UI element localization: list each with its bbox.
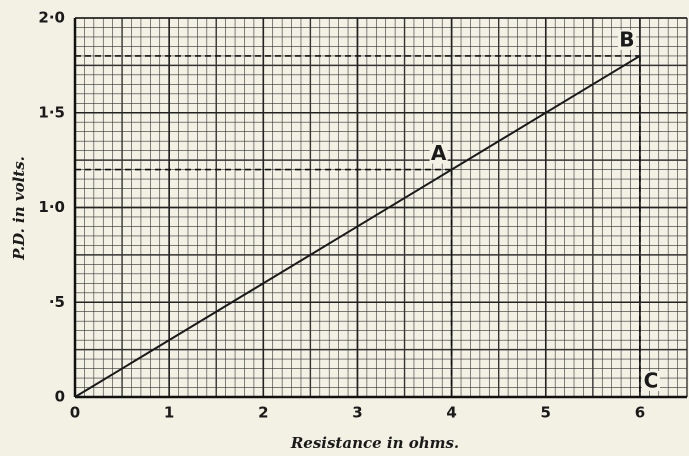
annotation-bg [429, 143, 448, 164]
x-axis-label: Resistance in ohms. [290, 434, 459, 452]
y-tick-label: 2·0 [38, 9, 65, 27]
annotation-label: C [644, 369, 659, 393]
y-tick-label: 1·0 [38, 198, 65, 216]
annotation-label: A [431, 141, 447, 165]
x-tick-label: 3 [352, 404, 362, 422]
y-tick-label: 0 [55, 388, 65, 406]
x-tick-label: 6 [635, 404, 645, 422]
y-tick-label: ·5 [49, 293, 65, 311]
y-tick-label: 1·5 [38, 103, 65, 121]
annotation-bg [617, 29, 636, 50]
x-tick-label: 5 [541, 404, 551, 422]
data-line [74, 55, 641, 398]
x-tick-label: 1 [164, 404, 174, 422]
annotation-label: B [619, 27, 634, 51]
annotation-bg [641, 371, 660, 391]
x-tick-label: 4 [446, 404, 456, 422]
y-axis-label: P.D. in volts. [10, 156, 28, 261]
x-tick-label: 0 [70, 404, 80, 422]
x-tick-label: 2 [258, 404, 268, 422]
